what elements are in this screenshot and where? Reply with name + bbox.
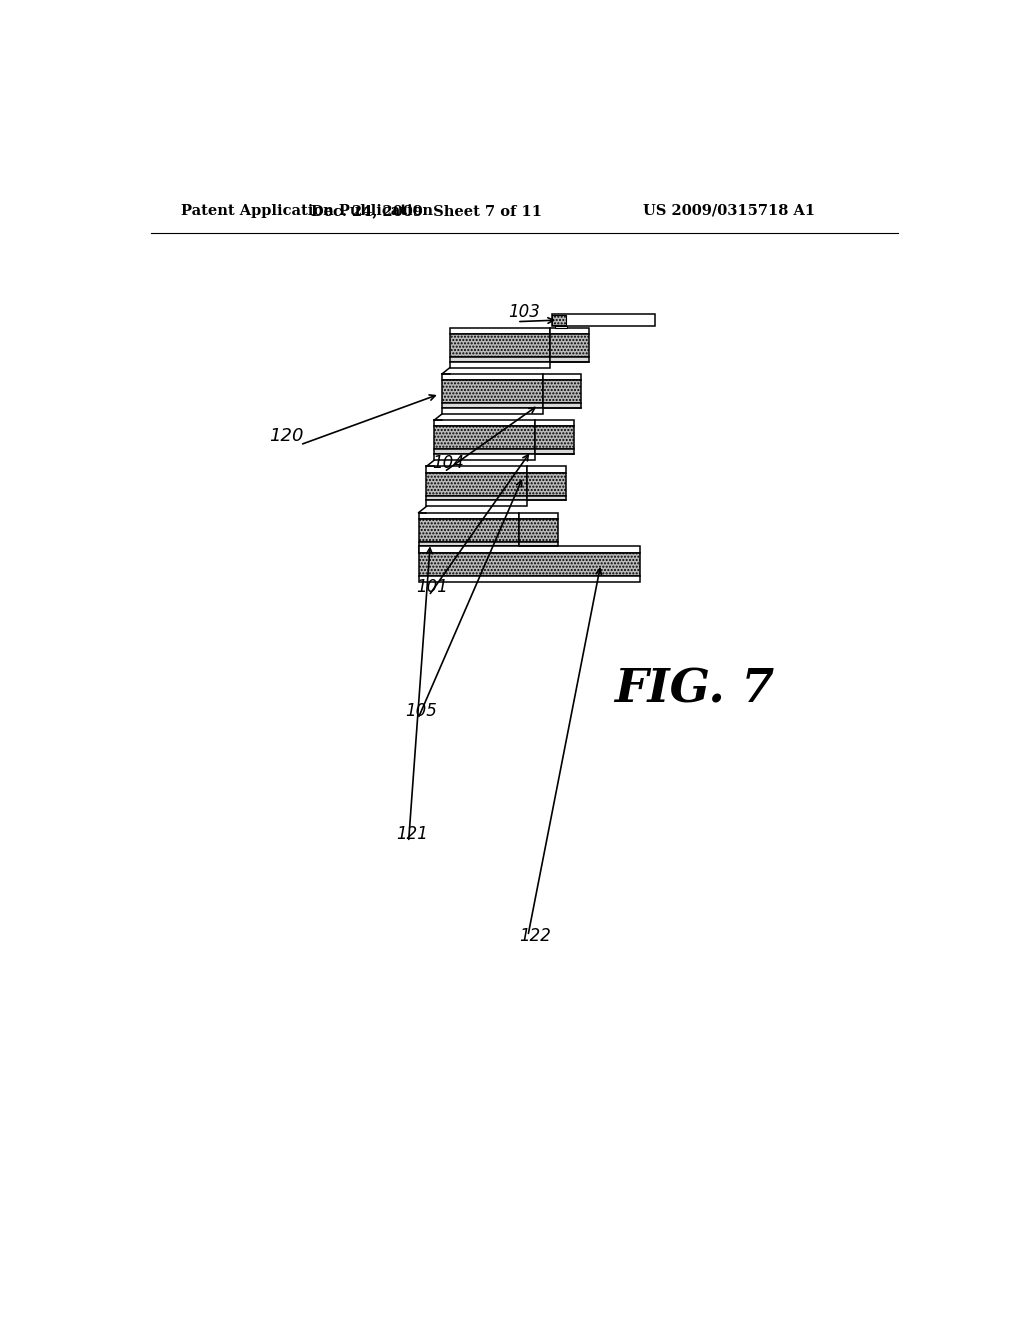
Bar [419, 576, 640, 582]
Bar [450, 358, 550, 362]
Bar [535, 420, 573, 426]
Bar [519, 512, 558, 519]
Text: 122: 122 [519, 927, 551, 945]
Bar [426, 496, 527, 500]
Bar [543, 404, 582, 408]
Bar [450, 327, 550, 334]
Text: 101: 101 [417, 578, 449, 595]
Bar [442, 408, 543, 414]
Text: 121: 121 [396, 825, 428, 843]
Bar [535, 449, 573, 454]
Bar [434, 449, 535, 454]
Bar [450, 362, 550, 368]
Bar [550, 327, 589, 334]
Bar [519, 543, 558, 546]
Bar [519, 519, 558, 541]
Bar [442, 380, 543, 404]
Text: Patent Application Publication: Patent Application Publication [180, 203, 433, 218]
Text: 120: 120 [269, 426, 304, 445]
Text: FIG. 7: FIG. 7 [613, 667, 774, 713]
Bar [419, 553, 640, 576]
Bar [550, 334, 589, 358]
Text: 105: 105 [406, 702, 437, 721]
Bar [543, 380, 582, 404]
Bar [442, 374, 543, 380]
Bar [442, 404, 543, 408]
Bar [552, 314, 655, 326]
Bar [527, 466, 566, 473]
Text: 103: 103 [508, 304, 540, 321]
Bar [543, 374, 582, 380]
Bar [527, 473, 566, 496]
Bar [550, 358, 589, 362]
Bar [434, 454, 535, 461]
Bar [419, 546, 640, 553]
Bar [419, 519, 519, 541]
Bar [419, 546, 519, 553]
Bar [434, 420, 535, 426]
Bar [434, 426, 535, 450]
Bar [426, 466, 527, 473]
Bar [426, 500, 527, 507]
Text: US 2009/0315718 A1: US 2009/0315718 A1 [643, 203, 815, 218]
Bar [426, 473, 527, 496]
Bar [555, 326, 567, 327]
Bar [535, 426, 573, 450]
Bar [527, 496, 566, 500]
Text: Dec. 24, 2009  Sheet 7 of 11: Dec. 24, 2009 Sheet 7 of 11 [311, 203, 542, 218]
Bar [419, 512, 519, 519]
Bar [450, 334, 550, 358]
Bar [419, 543, 519, 546]
Text: 104: 104 [432, 454, 464, 471]
Bar [552, 315, 566, 325]
